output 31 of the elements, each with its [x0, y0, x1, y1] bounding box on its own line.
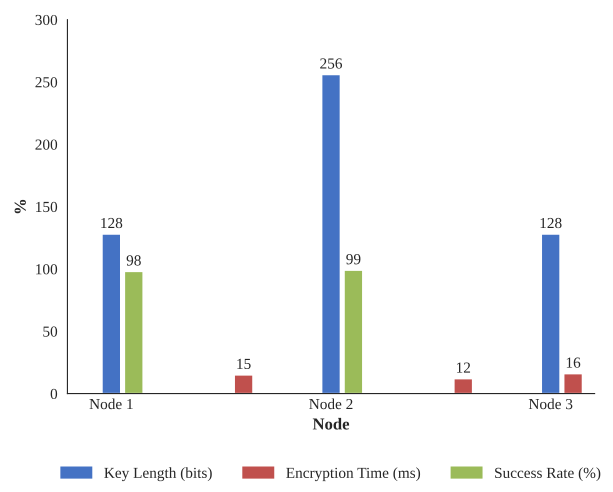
legend-label: Key Length (bits) [104, 467, 212, 482]
x-tick-label: Node 1 [90, 398, 133, 410]
data-label: 12 [456, 362, 470, 373]
data-label: 16 [566, 358, 580, 368]
bar [320, 74, 342, 394]
x-axis-title: Node [312, 418, 350, 430]
data-label: 99 [346, 254, 360, 264]
data-label: 256 [320, 58, 342, 69]
y-tick-label: 250 [35, 77, 58, 88]
data-label: 15 [237, 358, 251, 370]
data-label: 98 [126, 255, 141, 266]
y-tick-label: 50 [43, 326, 58, 337]
x-tick-label: Node 2 [309, 398, 352, 410]
y-tick-label: 150 [36, 202, 58, 212]
bar [101, 233, 122, 394]
y-axis-title: % [14, 200, 26, 214]
bar [343, 270, 364, 394]
data-label: 128 [540, 218, 562, 228]
x-tick-label: Node 3 [528, 398, 572, 410]
bar [540, 233, 561, 394]
y-tick-label: 300 [36, 14, 58, 26]
y-tick-label: 100 [36, 264, 58, 274]
bar [453, 378, 474, 394]
legend-label: Success Rate (%) [495, 467, 600, 482]
y-tick-label: 0 [50, 388, 58, 400]
legend-label: Encryption Time (ms) [286, 467, 420, 482]
bar [563, 372, 584, 394]
data-label: 128 [101, 218, 122, 228]
bar [124, 270, 144, 394]
y-tick-label: 200 [35, 139, 58, 150]
bar [234, 374, 254, 394]
